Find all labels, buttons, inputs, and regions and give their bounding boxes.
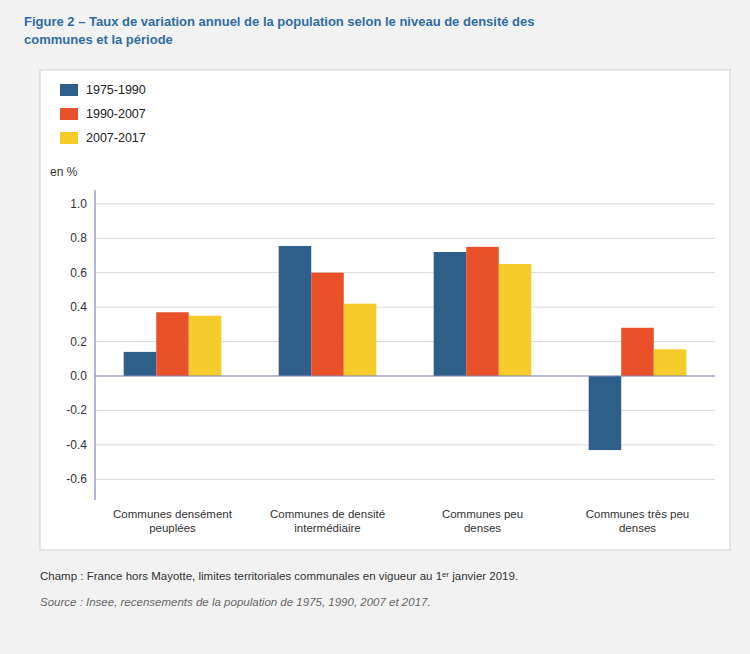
grid-line xyxy=(95,376,715,377)
bar xyxy=(654,349,687,376)
y-tick-label: 0.4 xyxy=(70,300,87,314)
legend-label: 1990-2007 xyxy=(86,107,146,121)
y-tick-label: 0.0 xyxy=(70,369,87,383)
grid-line xyxy=(95,479,715,480)
y-tick-label: 0.2 xyxy=(70,335,87,349)
footnote: Champ : France hors Mayotte, limites ter… xyxy=(40,570,518,582)
x-tick-label-line: denses xyxy=(619,522,656,534)
chart: Figure 2 – Taux de variation annuel de l… xyxy=(0,0,750,654)
x-tick-label-line: Communes de densité xyxy=(270,508,385,520)
x-tick-label-line: peuplées xyxy=(149,522,196,534)
bar xyxy=(499,264,532,376)
bar xyxy=(311,273,344,376)
bar xyxy=(124,352,157,376)
bar xyxy=(621,328,654,376)
x-tick-label: Communes de densité intermédiaire xyxy=(270,508,385,534)
grid-line xyxy=(95,203,715,204)
y-axis-line xyxy=(94,190,95,500)
y-tick-label: 0.6 xyxy=(70,266,87,280)
panel xyxy=(40,70,730,550)
x-tick-label: Communes peu denses xyxy=(442,508,523,534)
x-tick-label-line: Communes très peu xyxy=(586,508,690,520)
y-tick-label: 0.8 xyxy=(70,231,87,245)
title-line: communes et la période xyxy=(24,32,173,47)
y-axis-label: en % xyxy=(50,165,78,179)
y-tick-label: -0.4 xyxy=(66,438,87,452)
legend-swatch xyxy=(60,132,78,144)
bar xyxy=(156,312,189,376)
y-tick-label: 1.0 xyxy=(70,197,87,211)
y-tick-label: -0.2 xyxy=(66,403,87,417)
bar xyxy=(589,376,622,450)
title-line: Figure 2 – Taux de variation annuel de l… xyxy=(24,14,535,29)
bar xyxy=(434,252,467,376)
grid-line xyxy=(95,410,715,411)
x-tick-label-line: intermédiaire xyxy=(294,522,360,534)
x-tick-label-line: Communes densément xyxy=(113,508,233,520)
bars xyxy=(124,246,687,450)
bar xyxy=(189,316,222,376)
grid-line xyxy=(95,444,715,445)
x-tick-label: Communes très peu denses xyxy=(586,508,690,534)
y-tick-label: -0.6 xyxy=(66,472,87,486)
legend-label: 2007-2017 xyxy=(86,131,146,145)
grid-line xyxy=(95,272,715,273)
zero-line xyxy=(95,375,715,376)
x-tick-label: Communes densément peuplées xyxy=(113,508,233,534)
x-tick-label-line: denses xyxy=(464,522,501,534)
footnote: Source : Insee, recensements de la popul… xyxy=(40,596,431,608)
grid-line xyxy=(95,238,715,239)
legend: 1975-1990 1990-2007 2007-2017 xyxy=(60,83,146,145)
bar xyxy=(466,247,499,376)
x-tick-label-line: Communes peu xyxy=(442,508,523,520)
grid xyxy=(95,204,715,480)
legend-label: 1975-1990 xyxy=(86,83,146,97)
legend-swatch xyxy=(60,84,78,96)
legend-swatch xyxy=(60,108,78,120)
bar xyxy=(279,246,312,376)
bar xyxy=(344,304,377,376)
grid-line xyxy=(95,307,715,308)
title: Figure 2 – Taux de variation annuel de l… xyxy=(24,14,535,47)
